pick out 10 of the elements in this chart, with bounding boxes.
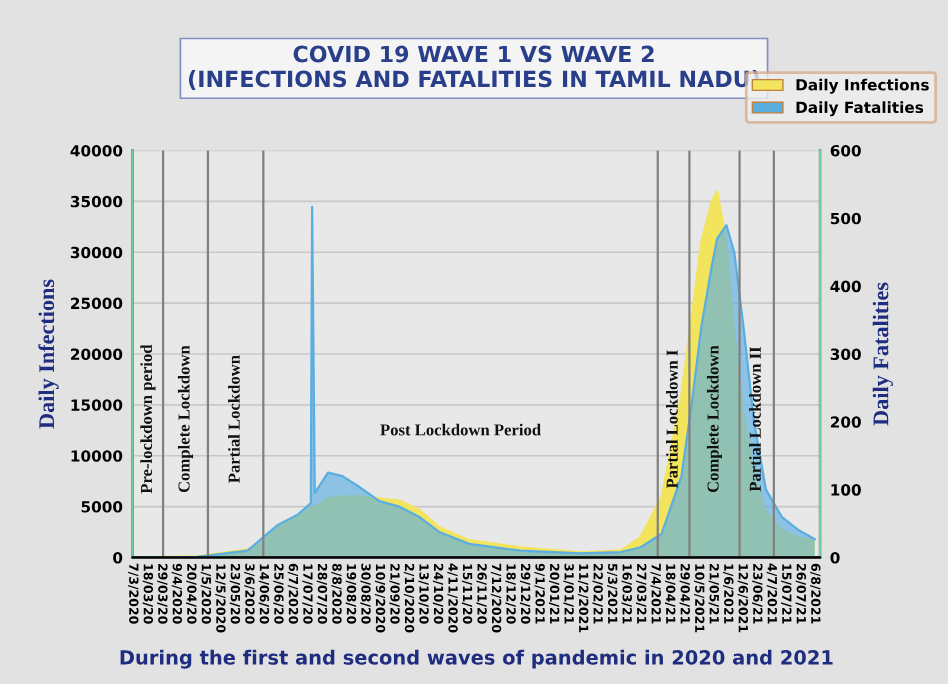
x-axis-title: During the first and second waves of pandemic in 2020 and 2021 bbox=[120, 649, 833, 669]
annotation: Post Lockdown Period bbox=[380, 423, 541, 436]
annotation: Partial Lockdown bbox=[228, 355, 240, 483]
annotation: Partial Lockdown I bbox=[666, 350, 678, 489]
y-axis-title: Daily Infections bbox=[38, 279, 59, 429]
annotation: Complete Lockdown bbox=[706, 345, 723, 493]
annotation: Complete Lockdown bbox=[177, 345, 194, 493]
annotation: Partial Lockdown II bbox=[749, 346, 761, 492]
y2-axis-title: Daily Fatalities bbox=[872, 282, 893, 426]
annotation: Pre-lockdown period bbox=[140, 344, 156, 494]
